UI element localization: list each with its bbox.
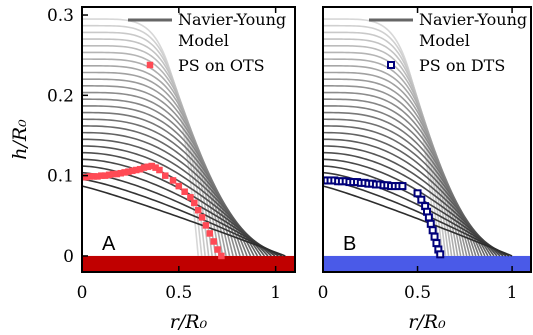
data-point xyxy=(181,188,188,195)
data-point xyxy=(413,189,422,198)
data-point xyxy=(436,250,445,259)
model-profile-line xyxy=(323,18,438,257)
model-profile-line xyxy=(82,138,262,257)
data-point xyxy=(398,182,407,191)
data-point xyxy=(175,182,183,190)
legend-model-label: Navier-Young xyxy=(419,10,527,29)
data-point xyxy=(430,232,439,241)
data-point xyxy=(428,226,437,235)
data-point xyxy=(194,206,202,214)
data-point xyxy=(424,213,433,222)
panel-label: B xyxy=(343,233,356,255)
model-profile-line xyxy=(323,151,498,257)
data-point xyxy=(417,195,426,204)
x-tick-label: 1 xyxy=(507,283,518,303)
legend-model-label-line2: Model xyxy=(419,31,470,50)
model-profile-line xyxy=(82,178,283,257)
data-point xyxy=(206,230,214,237)
y-tick-label: 0.1 xyxy=(47,167,74,187)
plot-frame xyxy=(81,6,296,273)
x-tick-label: 0 xyxy=(318,283,329,303)
x-axis-title: r/R₀ xyxy=(408,311,446,333)
x-axis-title: r/R₀ xyxy=(170,311,208,333)
plot-area xyxy=(323,18,531,272)
model-profile-line xyxy=(82,145,266,257)
data-point xyxy=(202,222,210,229)
data-point xyxy=(169,177,177,184)
model-profile-line xyxy=(323,131,489,257)
y-tick-label: 0.3 xyxy=(47,6,74,26)
legend-model-label-line2: Model xyxy=(178,31,229,50)
model-profile-line xyxy=(323,158,501,257)
model-profile-line xyxy=(323,145,495,257)
data-point xyxy=(210,238,217,245)
panel-label: A xyxy=(102,233,116,255)
data-point xyxy=(426,219,435,228)
legend-data-label: PS on DTS xyxy=(419,56,505,75)
model-profile-line xyxy=(323,185,513,257)
plot-area xyxy=(82,18,295,272)
model-profile-line xyxy=(323,165,504,257)
model-profile-line xyxy=(82,185,286,257)
legend: Navier-Young Model PS on DTS xyxy=(369,10,527,75)
model-profile-line xyxy=(323,125,486,257)
y-axis-title: h/R₀ xyxy=(9,119,31,160)
data-point xyxy=(191,199,198,207)
model-profile-line xyxy=(82,131,259,257)
y-tick-label: 0 xyxy=(63,247,74,267)
x-tick-label: 0.5 xyxy=(165,283,192,303)
legend-data-label: PS on OTS xyxy=(178,56,265,75)
data-point xyxy=(218,252,225,260)
panel-a: 0 0.5 1 0 0.1 0.2 0.3 r/R₀ h/R₀ A Navier-Young Mode… xyxy=(9,6,296,333)
data-point xyxy=(432,239,441,248)
data-point xyxy=(214,246,221,253)
model-profile-line xyxy=(82,171,279,257)
legend-data-swatch xyxy=(146,61,154,69)
y-tick-label: 0.2 xyxy=(47,86,74,106)
substrate-band xyxy=(82,255,295,272)
plot-frame xyxy=(322,6,532,273)
x-tick-label: 0 xyxy=(77,283,88,303)
x-tick-label: 1 xyxy=(270,283,281,303)
data-point xyxy=(187,194,194,201)
model-profile-line xyxy=(323,138,492,257)
x-tick-label: 0.5 xyxy=(404,283,431,303)
legend-model-label: Navier-Young xyxy=(178,10,286,29)
substrate-band xyxy=(323,255,531,272)
legend-data-swatch xyxy=(387,61,395,69)
model-profile-line xyxy=(323,178,510,257)
legend: Navier-Young Model PS on OTS xyxy=(128,10,286,75)
data-point xyxy=(156,166,163,174)
data-point xyxy=(198,214,206,221)
panel-b: 0 0.5 1 r/R₀ B Navier-Young Model PS on DTS xyxy=(318,6,532,333)
data-point xyxy=(162,172,169,179)
